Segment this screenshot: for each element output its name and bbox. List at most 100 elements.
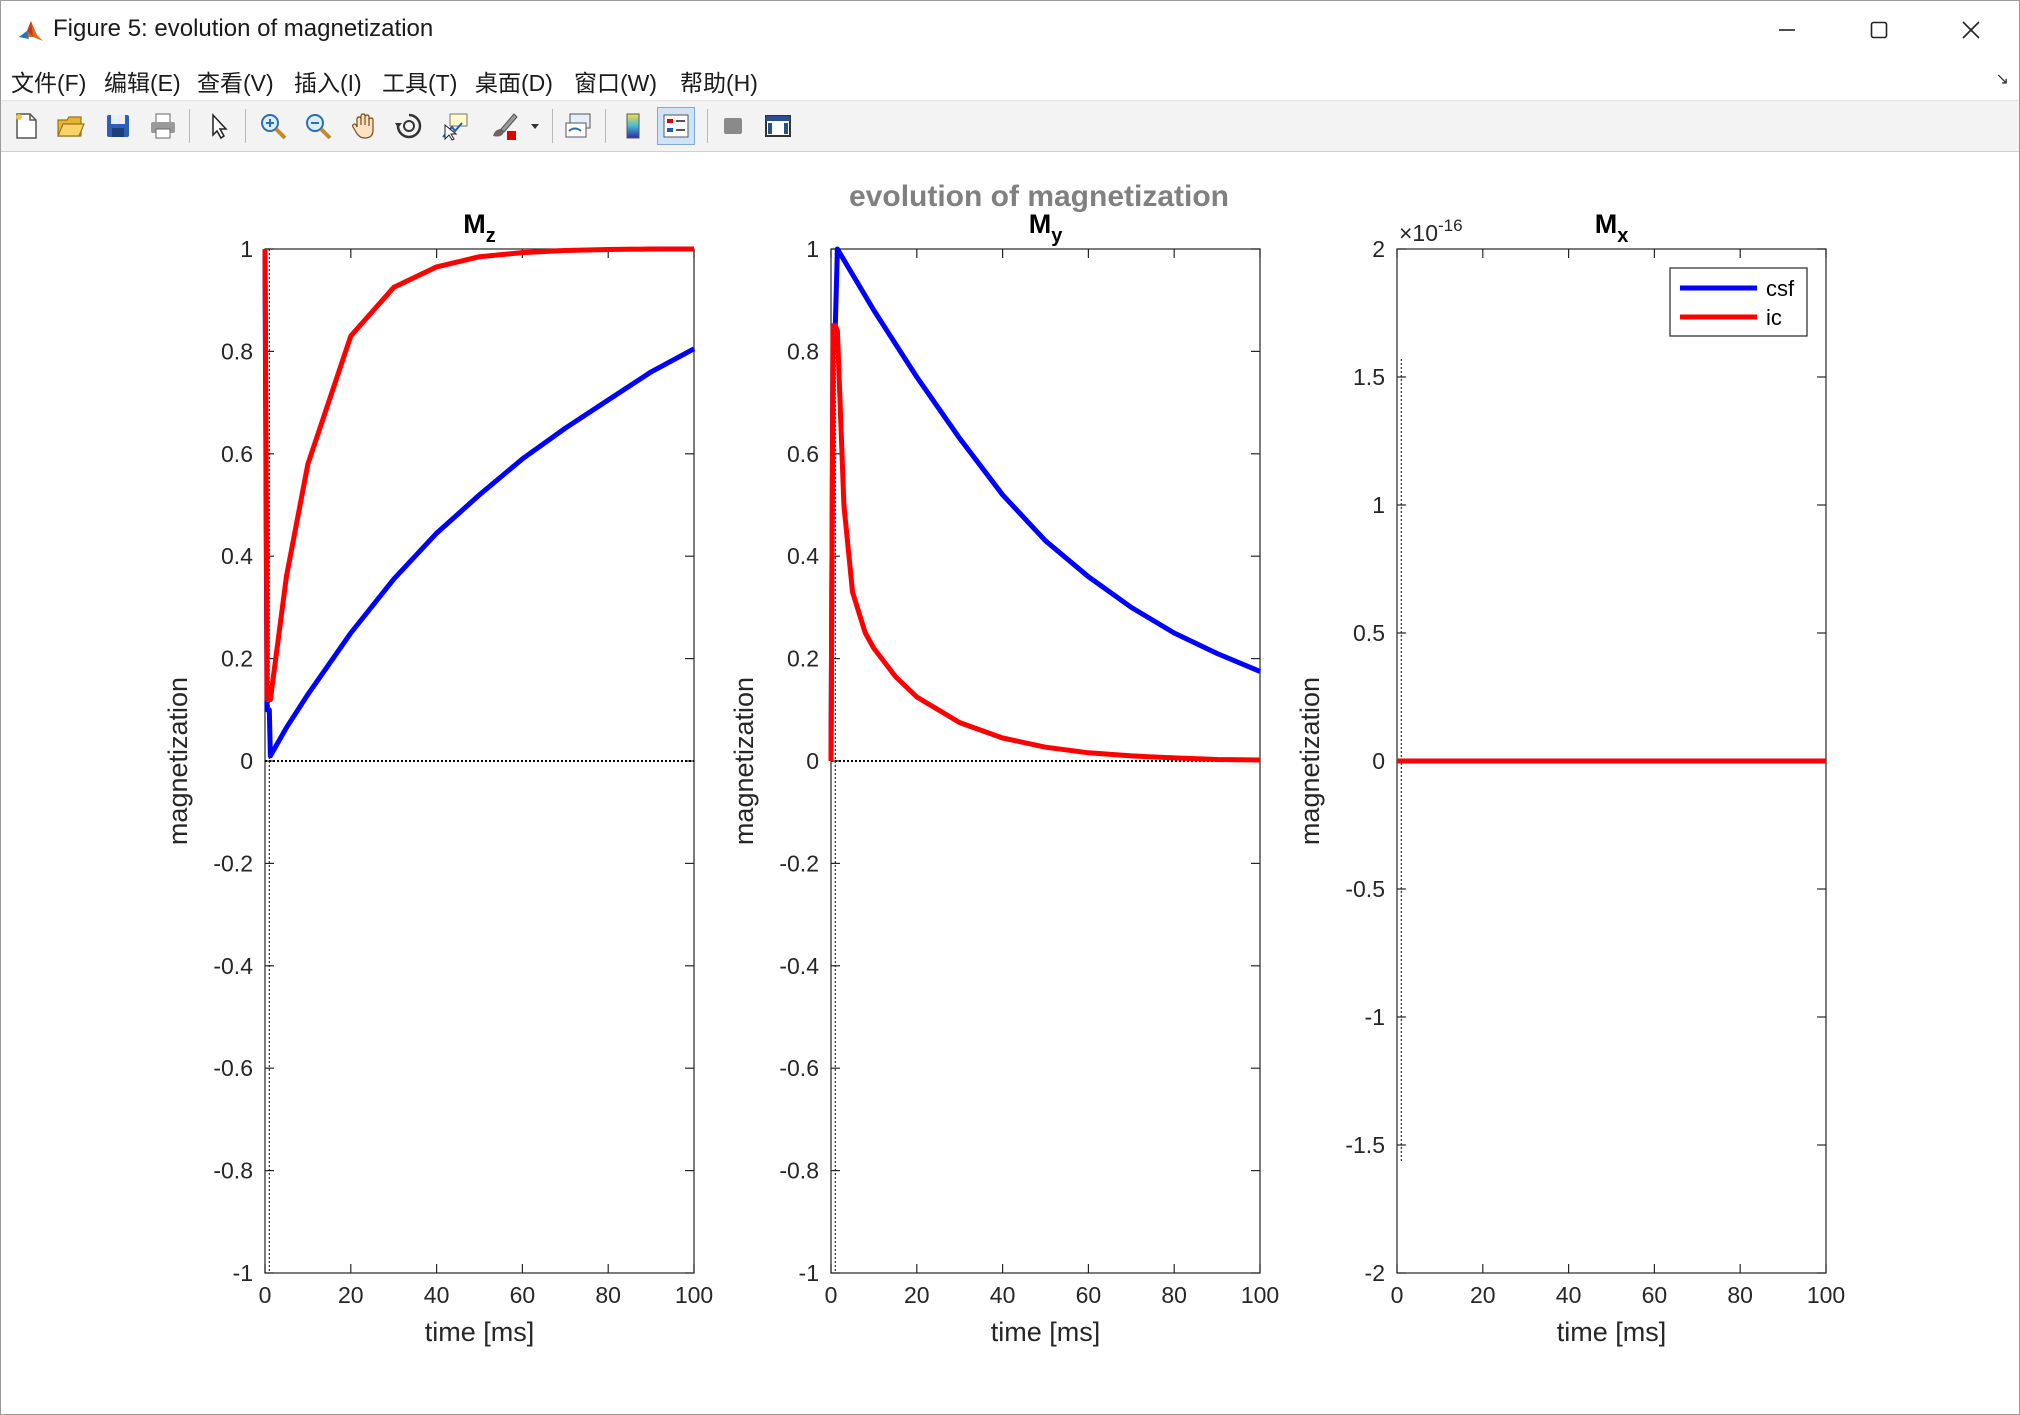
y-tick-label: -1 — [1365, 1004, 1385, 1030]
menu-help[interactable]: 帮助(H) — [680, 70, 758, 96]
save-icon — [107, 115, 129, 137]
y-axis-label: magnetization — [1295, 677, 1325, 845]
edit-plot-cursor-icon — [212, 113, 228, 140]
x-tick-label: 80 — [1727, 1282, 1753, 1308]
brush-button[interactable] — [485, 107, 523, 145]
window-title: Figure 5: evolution of magnetization — [53, 15, 434, 42]
figure-plot-area: evolution of magnetization 0 20 40 60 80 100-… — [163, 180, 1845, 1347]
y-tick-label: 0.2 — [221, 646, 253, 672]
new-figure-button[interactable] — [7, 107, 45, 145]
axes-2: 0 20 40 60 80 100 -1 -0.8 -0.6 -0.4 -0.2 0 0.2 0.4 0.6… — [729, 209, 1279, 1347]
y-tick-label: 2 — [1372, 236, 1385, 262]
y-tick-label: 0 — [240, 748, 253, 774]
brush-dropdown-button[interactable] — [525, 107, 545, 145]
x-axis-label: time [ms] — [425, 1317, 535, 1347]
legend-label-csf: csf — [1766, 276, 1795, 301]
x-tick-label: 20 — [338, 1282, 364, 1308]
y-tick-label: 0.5 — [1353, 620, 1385, 646]
x-tick-label: 40 — [424, 1282, 450, 1308]
menu-edit[interactable]: 编辑(E) — [104, 70, 181, 96]
toolbar-separator — [552, 109, 553, 143]
maximize-button[interactable] — [1833, 1, 1925, 58]
figure-toolbar — [1, 101, 2019, 152]
axes-1: 0 20 40 60 80 100 -1 -0.8 -0.6 -0.4 -0.2 0 0.2 0.4 0.6… — [163, 209, 713, 1347]
x-tick-label: 0 — [1391, 1282, 1404, 1308]
x-tick-label: 80 — [1161, 1282, 1187, 1308]
insert-colorbar-icon — [626, 113, 640, 139]
x-tick-label: 0 — [825, 1282, 838, 1308]
dock-figure-icon[interactable]: ↘ — [1995, 71, 2009, 88]
zoom-in-button[interactable] — [254, 107, 292, 145]
insert-legend-button[interactable] — [657, 107, 695, 145]
x-tick-label: 20 — [1470, 1282, 1496, 1308]
axes-3: 0 20 40 60 80 100 -2 -1.5 -1 -0.5 0 0.5 1 1.5 2 Mx time … — [1295, 209, 1845, 1347]
y-tick-label: 1 — [1372, 492, 1385, 518]
brush-icon — [493, 113, 518, 140]
x-tick-label: 40 — [1556, 1282, 1582, 1308]
print-button[interactable] — [144, 107, 182, 145]
axes-title: Mx — [1595, 209, 1629, 247]
minimize-button[interactable] — [1741, 1, 1833, 58]
close-icon — [1962, 20, 1980, 39]
legend-box — [1669, 267, 1808, 337]
menu-bar: 文件(F) 编辑(E) 查看(V) 插入(I) 工具(T) 桌面(D) 窗口(W… — [1, 58, 2019, 101]
link-plot-button[interactable] — [559, 107, 597, 145]
y-tick-label: -0.6 — [779, 1055, 819, 1081]
y-tick-label: 0.4 — [221, 543, 253, 569]
rotate-3d-button[interactable] — [390, 107, 428, 145]
y-tick-label: -0.2 — [779, 850, 819, 876]
menu-file[interactable]: 文件(F) — [11, 70, 87, 96]
edit-plot-button[interactable] — [200, 107, 238, 145]
y-tick-label: 0.4 — [787, 543, 819, 569]
pan-button[interactable] — [345, 107, 383, 145]
legend: csf ic — [1669, 267, 1808, 337]
axes-title: My — [1029, 209, 1064, 247]
y-tick-label: -2 — [1365, 1260, 1385, 1286]
y-tick-label: 0 — [806, 748, 819, 774]
data-cursor-icon — [442, 113, 468, 141]
open-file-button[interactable] — [51, 107, 89, 145]
hide-plot-tools-button[interactable] — [714, 107, 752, 145]
show-plot-tools-icon — [765, 115, 791, 137]
y-tick-label: -1 — [233, 1260, 253, 1286]
maximize-icon — [1870, 21, 1888, 38]
menu-window[interactable]: 窗口(W) — [574, 70, 658, 96]
zoom-in-icon — [261, 114, 287, 140]
rotate-3d-icon — [395, 113, 422, 139]
y-tick-label: -0.4 — [213, 953, 253, 979]
y-tick-label: 1 — [240, 236, 253, 262]
save-button[interactable] — [99, 107, 137, 145]
insert-colorbar-button[interactable] — [614, 107, 652, 145]
pan-hand-icon — [352, 113, 374, 139]
hide-plot-tools-icon — [724, 118, 742, 134]
toolbar-separator — [707, 109, 708, 143]
new-figure-icon — [16, 113, 37, 139]
figure-suptitle: evolution of magnetization — [849, 180, 1229, 213]
menu-insert[interactable]: 插入(I) — [294, 70, 362, 96]
x-tick-label: 60 — [510, 1282, 536, 1308]
data-cursor-button[interactable] — [436, 107, 474, 145]
title-bar[interactable]: Figure 5: evolution of magnetization — [1, 1, 2019, 58]
y-tick-label: 0.8 — [221, 338, 253, 364]
toolbar-separator — [245, 109, 246, 143]
show-plot-tools-button[interactable] — [759, 107, 797, 145]
axes-title: Mz — [463, 209, 496, 247]
x-axis-label: time [ms] — [991, 1317, 1101, 1347]
x-tick-label: 20 — [904, 1282, 930, 1308]
close-button[interactable] — [1925, 1, 2017, 58]
menu-view[interactable]: 查看(V) — [197, 70, 274, 96]
series-line-ic — [262, 246, 694, 703]
y-tick-label: -0.8 — [779, 1158, 819, 1184]
menu-desktop[interactable]: 桌面(D) — [475, 70, 553, 96]
minimize-icon — [1779, 28, 1795, 31]
x-tick-label: 0 — [259, 1282, 272, 1308]
y-tick-label: -0.5 — [1345, 876, 1385, 902]
y-tick-label: 0.6 — [787, 441, 819, 467]
y-tick-label: -1.5 — [1345, 1132, 1385, 1158]
menu-tools[interactable]: 工具(T) — [382, 70, 458, 96]
y-tick-label: 1 — [806, 236, 819, 262]
zoom-out-button[interactable] — [299, 107, 337, 145]
figure-canvas[interactable]: evolution of magnetization 0 20 40 60 80 100-… — [1, 152, 2019, 1414]
x-tick-label: 100 — [1807, 1282, 1845, 1308]
